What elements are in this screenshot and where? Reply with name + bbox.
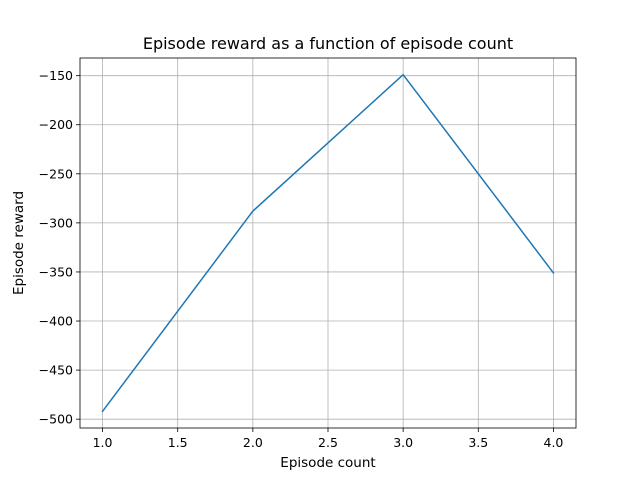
x-tick-label: 1.0 [93, 435, 113, 450]
y-tick-label: −200 [39, 117, 73, 132]
y-tick-label: −500 [39, 412, 73, 427]
x-tick-label: 2.5 [318, 435, 338, 450]
x-tick-label: 1.5 [168, 435, 188, 450]
x-tick-label: 3.0 [393, 435, 413, 450]
x-tick-label: 2.0 [243, 435, 263, 450]
y-tick-label: −150 [39, 68, 73, 83]
y-axis-title: Episode reward [11, 191, 27, 295]
x-tick-label: 3.5 [468, 435, 488, 450]
y-tick-label: −300 [39, 215, 73, 230]
y-tick-label: −250 [39, 166, 73, 181]
y-tick-label: −400 [39, 314, 73, 329]
chart-title: Episode reward as a function of episode … [143, 34, 513, 53]
y-tick-label: −450 [39, 363, 73, 378]
y-tick-label: −350 [39, 264, 73, 279]
x-tick-label: 4.0 [544, 435, 564, 450]
x-axis-title: Episode count [280, 455, 375, 471]
